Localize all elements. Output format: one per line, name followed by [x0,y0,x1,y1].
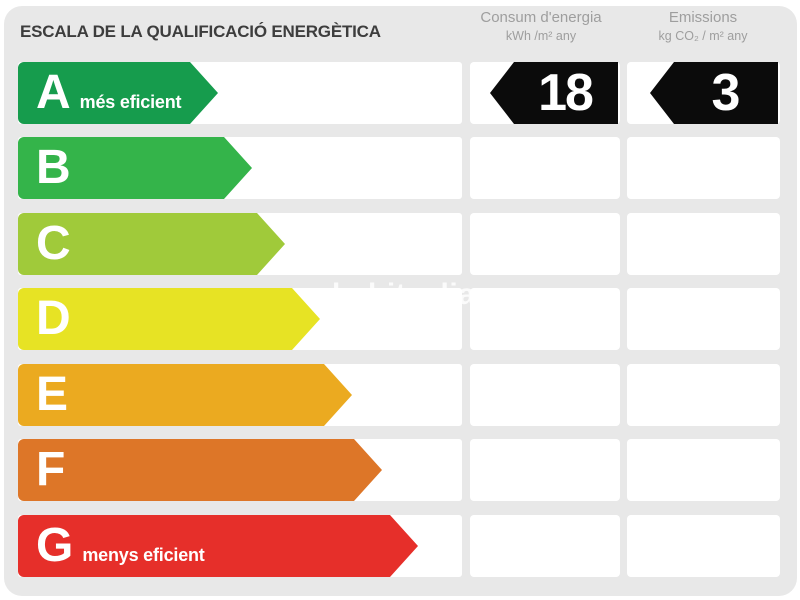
rating-letter-c: C [36,217,71,270]
consumption-value-badge: 18 [490,62,618,124]
consumption-column-header: Consum d'energia kWh /m² any [458,9,624,44]
rating-row-f: F [18,439,782,501]
rating-bar-d: D [18,288,320,350]
emissions-cell-a: 3 [627,62,780,124]
consumption-cell-d [470,288,620,350]
rating-bar-b: B [18,137,252,199]
consumption-value: 18 [538,64,594,122]
emissions-cell-b [627,137,780,199]
consumption-cell-g [470,515,620,577]
scale-track-b: B [18,137,462,199]
consumption-cell-a: 18 [470,62,620,124]
rating-row-d: D [18,288,782,350]
rating-bar-c: C [18,213,285,275]
consumption-cell-e [470,364,620,426]
rating-bar-a: A més eficient [18,62,218,124]
emissions-cell-c [627,213,780,275]
rating-letter-f: F [36,443,66,496]
rating-note-a: més eficient [79,92,182,112]
consumption-cell-c [470,213,620,275]
consumption-column-units: kWh /m² any [505,29,577,43]
rating-bar-f: F [18,439,382,501]
rating-row-g: G menys eficient [18,515,782,577]
emissions-cell-d [627,288,780,350]
scale-track-e: E [18,364,462,426]
rating-row-a: A més eficient 18 3 [18,62,782,124]
scale-track-c: C [18,213,462,275]
scale-track-a: A més eficient [18,62,462,124]
emissions-value: 3 [711,64,741,122]
consumption-cell-f [470,439,620,501]
emissions-column-label: Emissions [668,9,738,26]
rating-note-g: menys eficient [82,545,205,565]
rating-row-e: E [18,364,782,426]
consumption-cell-b [470,137,620,199]
scale-track-f: F [18,439,462,501]
page-title: ESCALA DE LA QUALIFICACIÓ ENERGÈTICA [20,22,381,41]
scale-track-g: G menys eficient [18,515,462,577]
consumption-column-label: Consum d'energia [480,9,602,26]
emissions-column-header: Emissions kg CO₂ / m² any [620,9,786,44]
emissions-cell-e [627,364,780,426]
rating-letter-e: E [36,368,69,421]
rating-bar-g: G menys eficient [18,515,418,577]
emissions-value-badge: 3 [650,62,778,124]
rating-row-c: C [18,213,782,275]
emissions-cell-g [627,515,780,577]
scale-track-d: D [18,288,462,350]
rating-letter-a: A [36,66,71,119]
emissions-column-units: kg CO₂ / m² any [658,29,748,43]
rating-row-b: B [18,137,782,199]
emissions-cell-f [627,439,780,501]
rating-bar-e: E [18,364,352,426]
rating-letter-d: D [36,292,71,345]
rating-letter-b: B [36,141,71,194]
rating-letter-g: G [36,519,74,572]
